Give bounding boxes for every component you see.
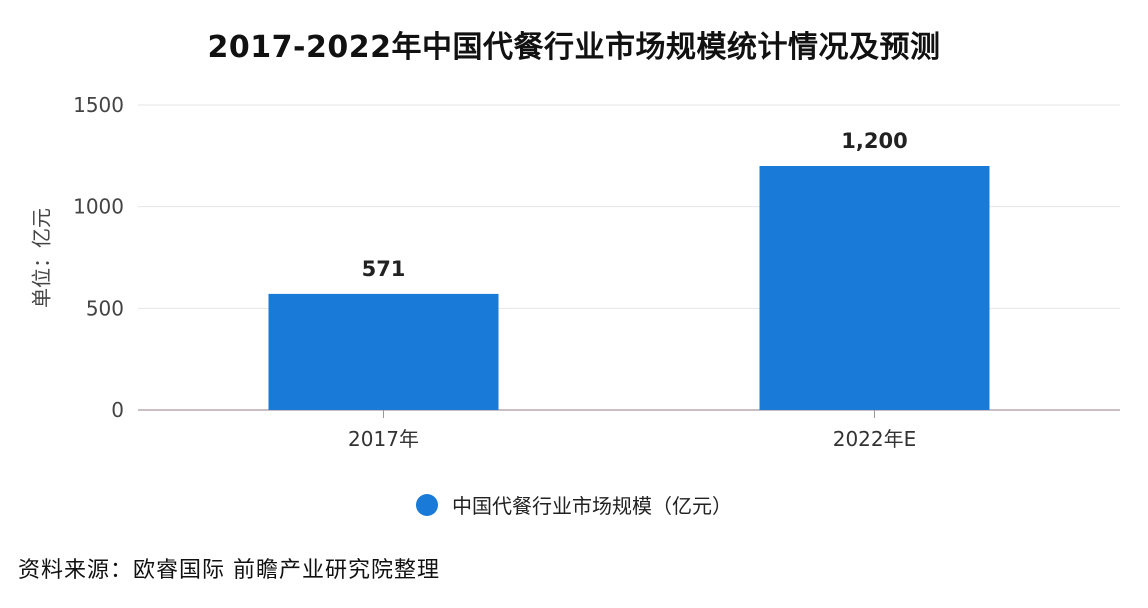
y-tick-label: 1500 [73,93,124,117]
y-axis-label: 单位：亿元 [29,208,54,308]
legend-swatch [416,493,438,516]
bar-data-label: 1,200 [841,129,907,153]
legend: 中国代餐行业市场规模（亿元） [0,490,1148,519]
x-tick-label: 2017年 [348,427,419,451]
x-tick-label: 2022年E [833,427,917,451]
y-tick-label: 1000 [73,195,124,219]
bar-data-label: 571 [362,257,406,281]
chart-title: 2017-2022年中国代餐行业市场规模统计情况及预测 [207,30,941,65]
legend-label: 中国代餐行业市场规模（亿元） [452,494,732,518]
bar-2 [759,166,990,410]
y-tick-label: 0 [111,398,124,422]
source-note: 资料来源：欧睿国际 前瞻产业研究院整理 [18,558,440,583]
y-tick-label: 500 [86,296,124,320]
bar-1 [268,293,499,410]
